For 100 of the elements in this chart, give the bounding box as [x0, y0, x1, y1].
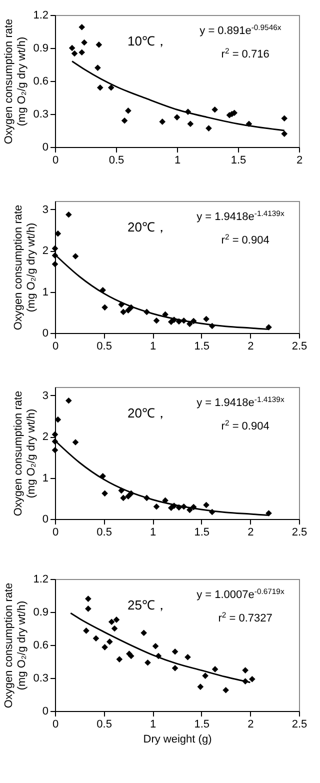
annotation: r$^{2}$ = 0.904 — [221, 232, 270, 247]
point — [54, 230, 62, 237]
point — [222, 686, 229, 694]
y-tick-label: 1.2 — [33, 574, 48, 586]
point — [206, 125, 212, 132]
point — [78, 49, 85, 56]
x-tick-label: 0 — [52, 526, 59, 538]
x-tick-label: 1 — [150, 718, 156, 730]
y-tick-label: 0.3 — [33, 672, 48, 684]
annotation: 20℃， — [127, 219, 168, 234]
point — [66, 397, 72, 404]
x-tick-label: 0 — [52, 154, 59, 166]
point — [108, 618, 115, 626]
point — [96, 84, 104, 91]
annotation: y = 1.0007e$^{-0.6719x}$ — [196, 586, 284, 601]
point — [102, 304, 108, 311]
annotation: y = 1.9418e$^{-1.4139x}$ — [196, 208, 284, 223]
point — [120, 494, 126, 502]
point — [172, 664, 178, 672]
point — [52, 446, 58, 454]
annotation: 10℃， — [127, 33, 168, 48]
x-tick-label: 2.5 — [292, 340, 308, 352]
point — [197, 684, 204, 690]
y-axis-title: Oxygen consumption rate (mg O₂/g dry wt/h) — [12, 204, 38, 330]
point — [242, 667, 248, 674]
point — [71, 50, 78, 57]
annotation: y = 1.9418e$^{-1.4139x}$ — [196, 394, 284, 409]
point — [121, 117, 128, 124]
x-tick-label: 1.5 — [194, 340, 210, 352]
x-tick-label: 1.5 — [194, 526, 210, 538]
x-tick-label: 0 — [52, 340, 59, 352]
point — [203, 316, 210, 322]
x-axis-title: Dry weight (g) — [143, 734, 212, 746]
point — [125, 307, 132, 314]
y-tick-label: 0 — [42, 142, 48, 154]
x-tick-label: 0.5 — [108, 154, 124, 166]
point — [96, 42, 102, 48]
point — [128, 652, 134, 660]
y-axis-title: Oxygen consumption rate (mg O₂/g dry wt/h) — [3, 582, 28, 708]
point — [52, 260, 58, 268]
x-tick-label: 2.5 — [292, 718, 308, 730]
annotation: 20℃， — [127, 405, 168, 420]
point — [113, 616, 120, 623]
point — [140, 630, 147, 636]
annotation: r$^{2}$ = 0.716 — [221, 46, 270, 61]
y-tick-label: 0 — [42, 328, 48, 340]
point — [281, 130, 288, 137]
point — [66, 211, 72, 218]
y-tick-label: 0.6 — [33, 640, 48, 652]
x-tick-label: 0.5 — [96, 340, 112, 352]
x-tick-label: 2 — [248, 718, 254, 730]
annotation: r$^{2}$ = 0.7327 — [218, 610, 272, 625]
y-tick-label: 0 — [42, 514, 48, 526]
y-tick-label: 0.3 — [33, 108, 48, 120]
point — [78, 24, 85, 30]
point — [187, 120, 194, 128]
point — [159, 118, 166, 125]
y-tick-label: 1.2 — [33, 10, 48, 22]
x-tick-label: 2 — [248, 340, 254, 352]
point — [81, 39, 88, 46]
y-tick-label: 0.9 — [33, 606, 48, 618]
point — [83, 628, 90, 634]
point — [111, 625, 118, 632]
y-tick-label: 2 — [42, 245, 48, 257]
point — [52, 431, 58, 438]
point — [184, 654, 191, 660]
point — [120, 308, 126, 316]
point — [212, 666, 218, 672]
y-axis-title: Oxygen consumption rate (mg O₂/g dry wt/h) — [3, 18, 28, 144]
point — [144, 659, 151, 666]
point — [85, 606, 92, 612]
y-tick-label: 0.6 — [33, 76, 48, 88]
x-tick-label: 2 — [248, 526, 254, 538]
point — [94, 64, 101, 71]
point — [203, 502, 210, 508]
y-tick-label: 0.9 — [33, 42, 48, 54]
point — [102, 490, 108, 497]
point — [266, 324, 272, 330]
point — [281, 115, 288, 122]
x-tick-label: 0 — [52, 718, 59, 730]
point — [212, 106, 218, 113]
point — [85, 596, 92, 602]
point — [152, 642, 159, 650]
x-tick-label: 2.5 — [292, 526, 308, 538]
point — [54, 416, 62, 423]
y-tick-label: 3 — [42, 390, 48, 402]
x-tick-label: 0.5 — [96, 526, 112, 538]
point — [92, 635, 100, 642]
x-tick-label: 1 — [174, 154, 181, 166]
annotation: r$^{2}$ = 0.904 — [221, 418, 270, 433]
point — [102, 644, 108, 650]
x-tick-label: 1.5 — [194, 718, 210, 730]
y-tick-label: 0 — [42, 706, 48, 718]
point — [174, 114, 180, 120]
x-tick-label: 1 — [150, 340, 156, 352]
point — [248, 676, 256, 682]
point — [172, 648, 178, 655]
point — [68, 44, 76, 52]
point — [153, 317, 160, 324]
x-tick-label: 1 — [150, 526, 156, 538]
